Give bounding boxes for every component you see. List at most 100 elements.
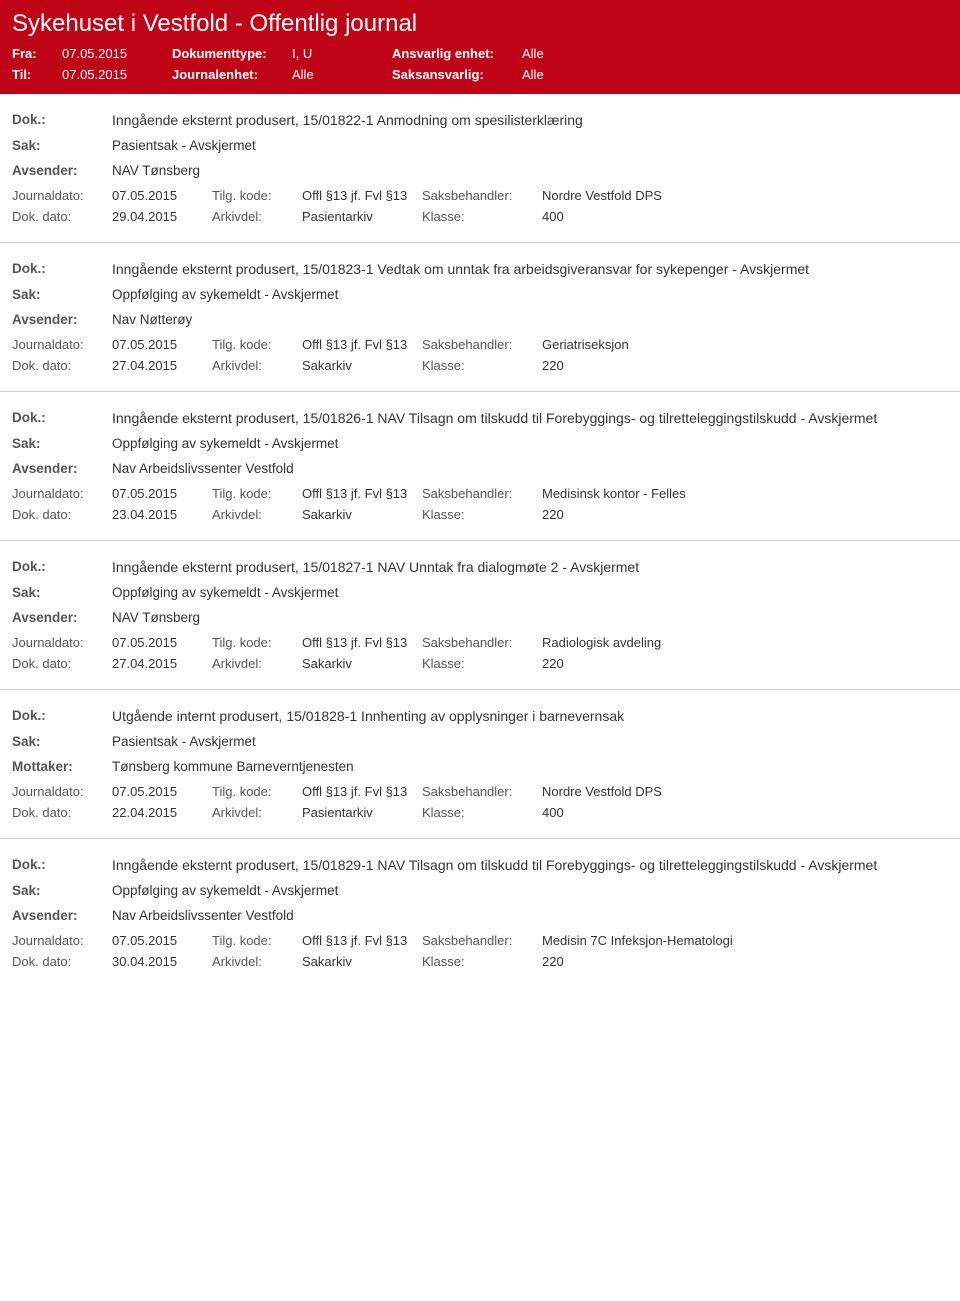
journaldato-value: 07.05.2015 xyxy=(112,486,212,501)
saksbehandler-value: Medisin 7C Infeksjon-Hematologi xyxy=(542,933,948,948)
dok-label: Dok.: xyxy=(12,261,112,277)
arkivdel-label: Arkivdel: xyxy=(212,358,302,373)
saksbehandler-label: Saksbehandler: xyxy=(422,486,542,501)
dok-label: Dok.: xyxy=(12,559,112,575)
saksbehandler-value: Nordre Vestfold DPS xyxy=(542,784,948,799)
dok-label: Dok.: xyxy=(12,857,112,873)
ansvarlig-value: Alle xyxy=(522,46,948,61)
dokdato-label: Dok. dato: xyxy=(12,507,112,522)
arkivdel-value: Sakarkiv xyxy=(302,656,422,671)
saksbehandler-value: Medisinsk kontor - Felles xyxy=(542,486,948,501)
klasse-label: Klasse: xyxy=(422,805,542,820)
dokdato-label: Dok. dato: xyxy=(12,954,112,969)
sak-label: Sak: xyxy=(12,883,112,898)
klasse-label: Klasse: xyxy=(422,358,542,373)
party-label: Mottaker: xyxy=(12,759,112,774)
journal-entry: Dok.: Inngående eksternt produsert, 15/0… xyxy=(0,392,960,541)
saksbehandler-value: Nordre Vestfold DPS xyxy=(542,188,948,203)
dok-label: Dok.: xyxy=(12,112,112,128)
dokdato-value: 23.04.2015 xyxy=(112,507,212,522)
klasse-value: 220 xyxy=(542,954,948,969)
journal-entry: Dok.: Inngående eksternt produsert, 15/0… xyxy=(0,243,960,392)
journal-entry: Dok.: Utgående internt produsert, 15/018… xyxy=(0,690,960,839)
journaldato-label: Journaldato: xyxy=(12,784,112,799)
journaldato-value: 07.05.2015 xyxy=(112,784,212,799)
dok-text: Inngående eksternt produsert, 15/01822-1… xyxy=(112,112,583,128)
tilgkode-value: Offl §13 jf. Fvl §13 xyxy=(302,337,422,352)
journaldato-label: Journaldato: xyxy=(12,486,112,501)
tilgkode-label: Tilg. kode: xyxy=(212,635,302,650)
tilgkode-label: Tilg. kode: xyxy=(212,337,302,352)
saksbehandler-label: Saksbehandler: xyxy=(422,337,542,352)
dokdato-label: Dok. dato: xyxy=(12,358,112,373)
party-value: Nav Arbeidslivssenter Vestfold xyxy=(112,908,294,923)
arkivdel-value: Sakarkiv xyxy=(302,358,422,373)
klasse-label: Klasse: xyxy=(422,507,542,522)
arkivdel-label: Arkivdel: xyxy=(212,507,302,522)
klasse-label: Klasse: xyxy=(422,656,542,671)
arkivdel-label: Arkivdel: xyxy=(212,209,302,224)
sak-value: Oppfølging av sykemeldt - Avskjermet xyxy=(112,883,338,898)
journaldato-value: 07.05.2015 xyxy=(112,635,212,650)
sak-label: Sak: xyxy=(12,138,112,153)
sak-value: Oppfølging av sykemeldt - Avskjermet xyxy=(112,287,338,302)
journaldato-value: 07.05.2015 xyxy=(112,188,212,203)
party-value: Nav Nøtterøy xyxy=(112,312,192,327)
dokdato-value: 29.04.2015 xyxy=(112,209,212,224)
klasse-value: 220 xyxy=(542,358,948,373)
journalenhet-label: Journalenhet: xyxy=(172,67,292,82)
tilgkode-value: Offl §13 jf. Fvl §13 xyxy=(302,486,422,501)
dokdato-value: 27.04.2015 xyxy=(112,358,212,373)
party-label: Avsender: xyxy=(12,461,112,476)
dok-text: Inngående eksternt produsert, 15/01829-1… xyxy=(112,857,877,873)
saksbehandler-label: Saksbehandler: xyxy=(422,635,542,650)
tilgkode-value: Offl §13 jf. Fvl §13 xyxy=(302,933,422,948)
journaldato-value: 07.05.2015 xyxy=(112,933,212,948)
journaldato-label: Journaldato: xyxy=(12,635,112,650)
dokdato-value: 30.04.2015 xyxy=(112,954,212,969)
party-label: Avsender: xyxy=(12,312,112,327)
sak-label: Sak: xyxy=(12,734,112,749)
klasse-label: Klasse: xyxy=(422,954,542,969)
header-title: Sykehuset i Vestfold - Offentlig journal xyxy=(12,10,948,38)
dok-text: Inngående eksternt produsert, 15/01827-1… xyxy=(112,559,639,575)
arkivdel-label: Arkivdel: xyxy=(212,954,302,969)
tilgkode-label: Tilg. kode: xyxy=(212,933,302,948)
dok-text: Inngående eksternt produsert, 15/01826-1… xyxy=(112,410,877,426)
dokdato-value: 22.04.2015 xyxy=(112,805,212,820)
ansvarlig-label: Ansvarlig enhet: xyxy=(392,46,522,61)
arkivdel-value: Pasientarkiv xyxy=(302,805,422,820)
sak-label: Sak: xyxy=(12,287,112,302)
fra-value: 07.05.2015 xyxy=(62,46,172,61)
saksansvarlig-value: Alle xyxy=(522,67,948,82)
journaldato-label: Journaldato: xyxy=(12,188,112,203)
arkivdel-label: Arkivdel: xyxy=(212,656,302,671)
journaldato-label: Journaldato: xyxy=(12,337,112,352)
sak-value: Pasientsak - Avskjermet xyxy=(112,138,256,153)
saksbehandler-label: Saksbehandler: xyxy=(422,933,542,948)
arkivdel-value: Sakarkiv xyxy=(302,507,422,522)
sak-label: Sak: xyxy=(12,585,112,600)
entries-list: Dok.: Inngående eksternt produsert, 15/0… xyxy=(0,94,960,987)
party-value: NAV Tønsberg xyxy=(112,163,200,178)
party-label: Avsender: xyxy=(12,908,112,923)
til-value: 07.05.2015 xyxy=(62,67,172,82)
sak-value: Pasientsak - Avskjermet xyxy=(112,734,256,749)
journal-entry: Dok.: Inngående eksternt produsert, 15/0… xyxy=(0,94,960,243)
arkivdel-value: Sakarkiv xyxy=(302,954,422,969)
saksbehandler-label: Saksbehandler: xyxy=(422,784,542,799)
dokdato-label: Dok. dato: xyxy=(12,656,112,671)
tilgkode-label: Tilg. kode: xyxy=(212,486,302,501)
saksbehandler-value: Geriatriseksjon xyxy=(542,337,948,352)
sak-label: Sak: xyxy=(12,436,112,451)
dok-text: Inngående eksternt produsert, 15/01823-1… xyxy=(112,261,809,277)
sak-value: Oppfølging av sykemeldt - Avskjermet xyxy=(112,585,338,600)
party-label: Avsender: xyxy=(12,610,112,625)
tilgkode-value: Offl §13 jf. Fvl §13 xyxy=(302,188,422,203)
journaldato-label: Journaldato: xyxy=(12,933,112,948)
saksbehandler-value: Radiologisk avdeling xyxy=(542,635,948,650)
tilgkode-label: Tilg. kode: xyxy=(212,188,302,203)
dokumenttype-value: I, U xyxy=(292,46,392,61)
dokdato-label: Dok. dato: xyxy=(12,209,112,224)
saksansvarlig-label: Saksansvarlig: xyxy=(392,67,522,82)
